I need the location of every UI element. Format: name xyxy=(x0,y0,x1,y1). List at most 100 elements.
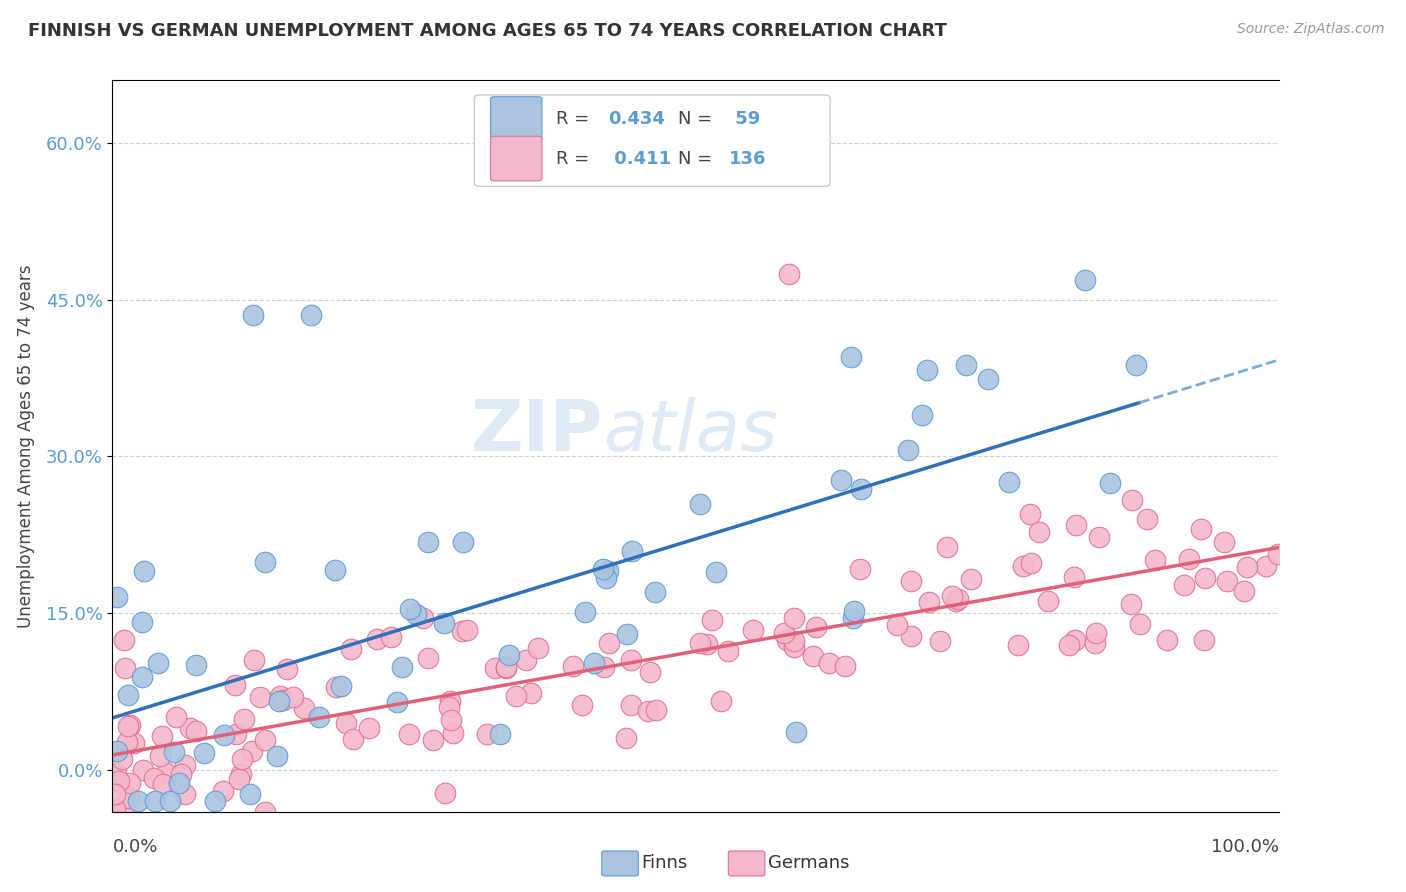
Point xyxy=(1064,632,1087,647)
Point xyxy=(104,787,127,801)
Point xyxy=(117,689,139,703)
Point xyxy=(441,726,464,740)
Point xyxy=(173,757,195,772)
Point xyxy=(785,724,807,739)
Point xyxy=(1136,512,1159,526)
Point xyxy=(212,784,235,798)
Text: 0.0%: 0.0% xyxy=(112,838,157,855)
Point xyxy=(231,767,253,781)
Point xyxy=(583,657,606,671)
Text: Germans: Germans xyxy=(768,855,849,872)
Point xyxy=(1194,632,1216,647)
Point xyxy=(150,729,173,743)
Text: FINNISH VS GERMAN UNEMPLOYMENT AMONG AGES 65 TO 74 YEARS CORRELATION CHART: FINNISH VS GERMAN UNEMPLOYMENT AMONG AGE… xyxy=(28,22,948,40)
Point xyxy=(830,473,852,487)
Point xyxy=(292,701,315,715)
Point xyxy=(1064,517,1087,532)
Point xyxy=(132,565,155,579)
Point xyxy=(212,728,235,742)
Point xyxy=(111,805,134,819)
Point xyxy=(155,765,177,780)
Point xyxy=(105,744,128,758)
Point xyxy=(1156,633,1178,648)
Point xyxy=(173,787,195,801)
Point xyxy=(1125,359,1147,373)
Point xyxy=(108,773,131,788)
Point xyxy=(1233,583,1256,598)
Point xyxy=(772,626,794,640)
Point xyxy=(851,482,873,496)
Point xyxy=(598,636,620,650)
Point xyxy=(848,562,870,576)
Point xyxy=(527,640,550,655)
Point xyxy=(132,764,155,778)
FancyBboxPatch shape xyxy=(474,95,830,186)
Point xyxy=(1267,547,1289,561)
Point xyxy=(412,611,434,625)
Point xyxy=(224,678,246,692)
Point xyxy=(960,572,983,586)
Point xyxy=(741,624,763,638)
Point xyxy=(380,630,402,644)
Point xyxy=(620,652,643,666)
Point xyxy=(1019,556,1042,570)
Point xyxy=(1098,476,1121,491)
Point xyxy=(179,722,201,736)
Point xyxy=(1173,577,1195,591)
Point xyxy=(104,802,127,816)
Point xyxy=(1121,597,1143,611)
Point xyxy=(998,475,1021,489)
Point xyxy=(911,408,934,422)
Text: R =: R = xyxy=(555,150,595,168)
Point xyxy=(638,665,661,679)
Point xyxy=(225,727,247,741)
Point xyxy=(385,695,408,709)
Point xyxy=(120,776,142,790)
Point xyxy=(592,562,614,576)
Point xyxy=(505,689,527,703)
Point xyxy=(1191,522,1213,536)
Text: 59: 59 xyxy=(728,110,759,128)
Point xyxy=(1084,636,1107,650)
Point xyxy=(239,787,262,801)
Point xyxy=(778,267,800,281)
Point xyxy=(276,662,298,676)
Point xyxy=(451,624,474,639)
Point xyxy=(1194,571,1216,585)
Point xyxy=(335,715,357,730)
Point xyxy=(614,731,637,745)
Point xyxy=(416,535,439,549)
Point xyxy=(405,607,427,622)
Point xyxy=(717,644,740,658)
Point xyxy=(269,694,291,708)
FancyBboxPatch shape xyxy=(491,96,541,141)
Point xyxy=(366,632,388,646)
Point xyxy=(131,615,153,629)
Point xyxy=(104,766,127,780)
Point xyxy=(616,627,638,641)
Point xyxy=(170,767,193,781)
Point xyxy=(242,653,264,667)
Point xyxy=(1011,558,1033,573)
Text: 100.0%: 100.0% xyxy=(1212,838,1279,855)
Point xyxy=(595,571,617,585)
Point xyxy=(842,611,865,625)
Point xyxy=(143,771,166,785)
Point xyxy=(111,752,134,766)
Point xyxy=(941,589,963,603)
Point xyxy=(398,601,420,615)
Point xyxy=(117,719,139,733)
Point xyxy=(706,565,728,579)
Point xyxy=(644,585,666,599)
Point xyxy=(645,703,668,717)
Point xyxy=(308,710,330,724)
Point xyxy=(163,745,186,759)
Point xyxy=(475,727,498,741)
Point xyxy=(1057,639,1080,653)
Point xyxy=(1213,534,1236,549)
Point xyxy=(240,744,263,758)
Text: N =: N = xyxy=(679,110,718,128)
Point xyxy=(325,681,347,695)
Point xyxy=(495,661,517,675)
Point xyxy=(233,712,256,726)
